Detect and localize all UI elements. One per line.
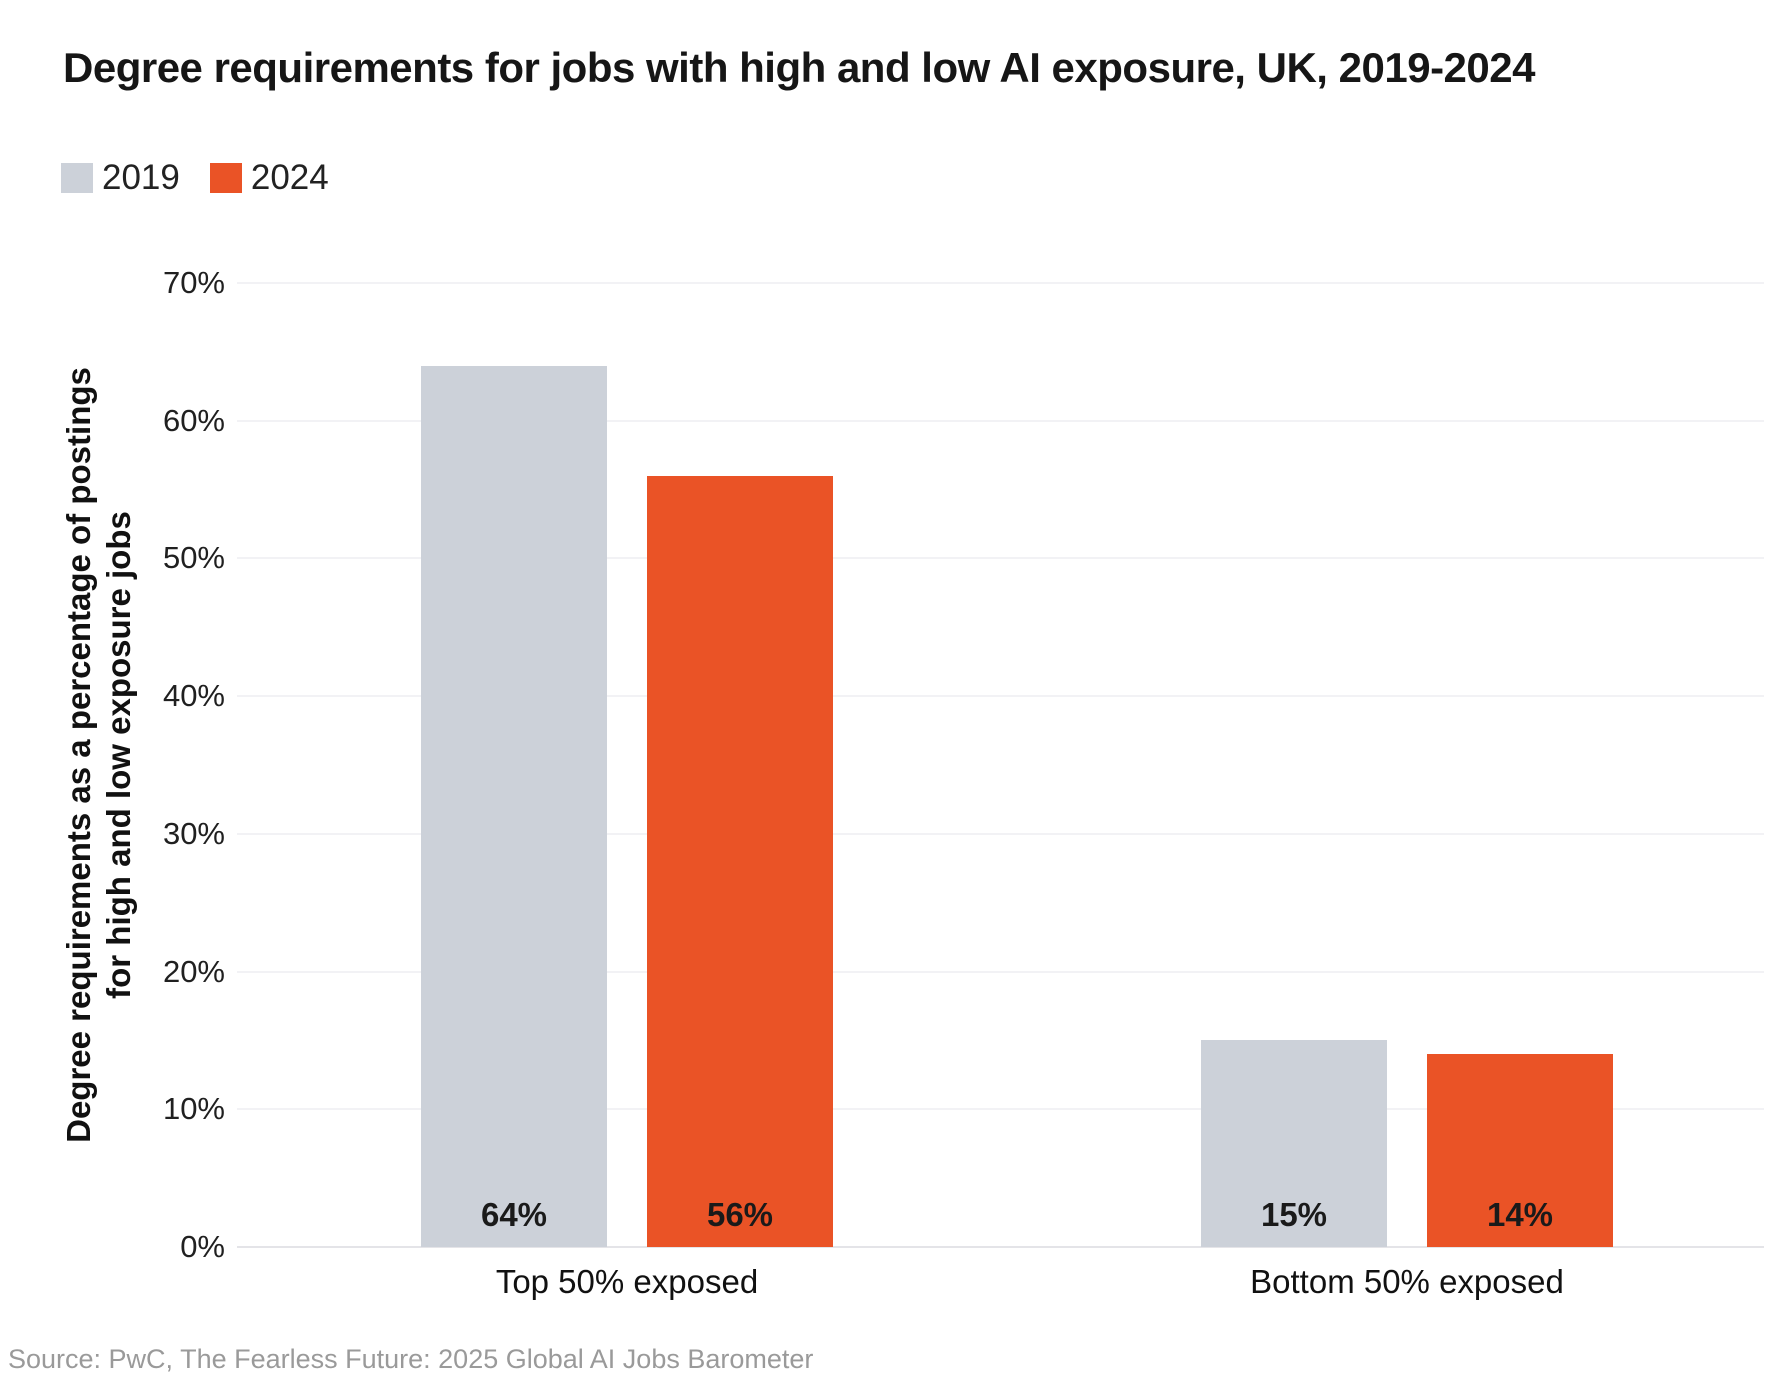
bar-value-label-2019-top-50-exposed: 64% — [480, 1196, 548, 1233]
legend-label-2019: 2019 — [102, 158, 180, 197]
gridline-0 — [237, 1246, 1764, 1248]
y-tick-label-20: 20% — [162, 953, 225, 989]
bar-2024-top-50-exposed — [647, 475, 833, 1247]
y-axis-title-line-2: for high and low exposure jobs — [100, 511, 137, 999]
y-tick-label-40: 40% — [162, 678, 225, 714]
bar-value-label-2024-top-50-exposed: 56% — [706, 1196, 774, 1233]
gridline-60 — [237, 419, 1764, 422]
gridline-70 — [237, 282, 1764, 284]
y-tick-label-50: 50% — [162, 540, 225, 576]
y-tick-label-70: 70% — [162, 265, 225, 300]
gridline-30 — [237, 832, 1764, 835]
bar-2024-bottom-50-exposed — [1427, 1054, 1613, 1247]
legend-item-0: 2019 — [61, 160, 180, 195]
gridline-10 — [237, 1108, 1764, 1111]
bar-2019-bottom-50-exposed — [1201, 1040, 1387, 1247]
y-tick-label-10: 10% — [162, 1091, 225, 1127]
legend-swatch-2024 — [209, 162, 242, 193]
chart-title: Degree requirements for jobs with high a… — [63, 44, 1536, 91]
legend-swatch-2019 — [61, 162, 93, 193]
x-category-label-bottom-50-exposed: Bottom 50% exposed — [1250, 1263, 1564, 1300]
bar-value-label-2019-bottom-50-exposed: 15% — [1260, 1196, 1328, 1233]
legend: 2019 2024 — [61, 160, 329, 195]
gridline-40 — [237, 695, 1764, 698]
source-note: Source: PwC, The Fearless Future: 2025 G… — [8, 1344, 814, 1374]
y-tick-label-60: 60% — [162, 402, 225, 438]
y-tick-label-0: 0% — [180, 1229, 225, 1264]
y-tick-label-30: 30% — [162, 815, 225, 851]
legend-item-1: 2024 — [209, 158, 329, 197]
legend-label-2024: 2024 — [250, 158, 329, 197]
x-category-label-top-50-exposed: Top 50% exposed — [495, 1263, 759, 1300]
bar-value-label-2024-bottom-50-exposed: 14% — [1486, 1196, 1554, 1233]
gridline-20 — [237, 970, 1764, 973]
y-axis-title: Degree requirements as a percentage of p… — [59, 305, 139, 1205]
y-axis-title-line-1: Degree requirements as a percentage of p… — [60, 367, 97, 1143]
gridline-50 — [237, 557, 1764, 560]
bar-2019-top-50-exposed — [421, 365, 607, 1247]
